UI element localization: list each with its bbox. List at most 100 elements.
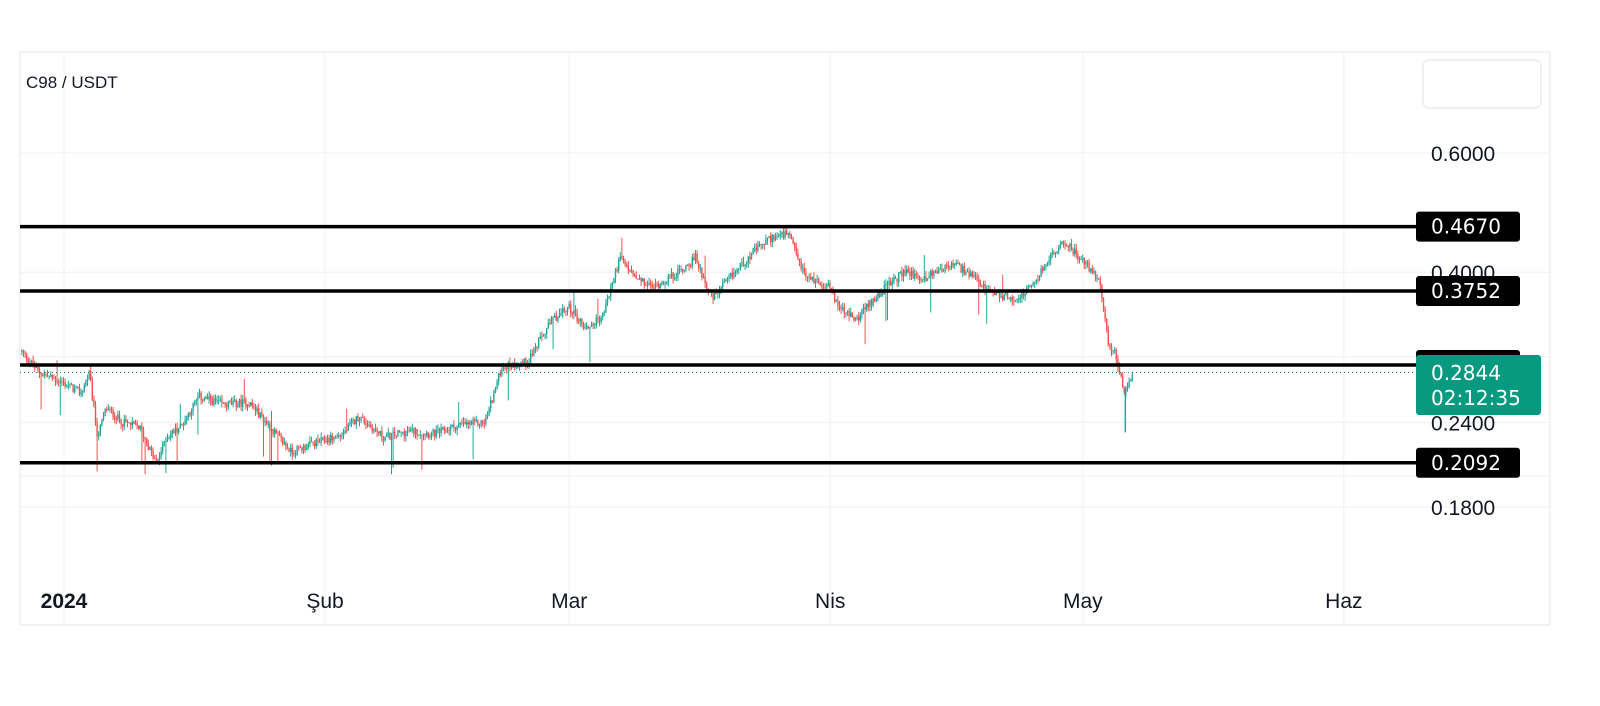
candle-body [192,403,194,412]
candle-body [206,397,209,400]
candle-body [787,233,789,235]
candle-body [611,282,613,288]
candle-body [1019,297,1021,300]
candle-body [602,313,604,317]
candle-body [1048,260,1050,263]
candle-body [1010,297,1012,299]
candle-body [150,447,153,451]
candle-body [619,256,621,260]
candle-body [381,430,383,438]
candle-body [531,354,533,355]
candle-body [142,430,145,439]
candle-body [112,410,114,418]
candle-body [1109,344,1111,347]
candle-body [330,434,332,443]
candle-body [464,421,466,425]
candle-body [293,453,295,455]
candle-body [352,419,354,421]
candle-body [794,243,796,247]
candle-body [154,457,156,460]
candle-body [621,256,623,258]
candle-body [851,312,853,318]
candle-body [1098,278,1100,280]
candle-body [933,270,935,276]
candle-body [133,421,135,424]
candle-body [85,381,87,386]
candle-body [66,386,68,388]
candle-body [1042,268,1044,271]
candle-body [717,293,719,295]
candle-body [920,279,922,281]
candle-body [422,433,425,436]
candle-body [141,425,143,431]
candle-body [98,435,100,437]
candle-body [877,292,879,300]
candle-body [147,444,149,450]
chart-settings-box[interactable] [1422,59,1542,109]
candle-body [797,253,799,259]
candle-body [974,274,977,278]
candle-body [1120,372,1122,377]
candle-body [542,335,545,337]
candle-body [638,278,641,280]
candle-body [45,374,47,375]
y-tick-label: 0.1800 [1431,497,1495,520]
candle-body [483,422,485,424]
candle-body [613,278,615,283]
candle-body [493,391,495,403]
chart-grid [20,52,1550,625]
candle-body [1110,346,1113,351]
candle-body [605,303,607,313]
candle-body [309,440,311,445]
candle-body [238,399,241,405]
candle-body [587,326,589,329]
candle-body [835,300,837,302]
candle-body [869,300,871,308]
candle-body [448,429,450,431]
candle-body [773,234,775,241]
candle-body [819,283,821,285]
candle-body [837,300,839,306]
candle-body [1011,297,1013,301]
candle-body [790,236,793,239]
candle-body [253,405,255,408]
candle-body [826,286,828,289]
candle-body [653,287,655,289]
candle-body [574,310,577,314]
candle-body [162,442,164,452]
candle-body [424,433,426,436]
candle-body [136,423,138,426]
candle-body [893,276,895,283]
candle-body [54,378,57,382]
candle-body [458,423,460,427]
candle-body [597,317,599,319]
candle-body [802,267,804,269]
candle-body [954,263,956,266]
y-tick-label: 0.2400 [1431,412,1495,435]
candle-body [1069,243,1071,248]
candle-body [1029,286,1031,288]
candle-body [765,239,767,246]
candle-body [101,420,103,426]
candle-body [896,278,898,282]
candle-body [563,308,565,312]
candle-body [538,338,540,348]
candle-body [640,278,642,282]
candle-body [522,362,524,364]
candle-body [326,437,329,443]
candle-body [939,268,941,270]
candle-body [685,265,687,271]
candle-body [539,336,541,339]
candle-body [816,279,818,281]
candle-body [854,318,857,320]
candle-body [152,450,154,458]
candle-body [874,298,876,301]
candle-body [995,292,997,295]
candle-body [40,373,42,376]
candle-body [1102,298,1105,310]
candle-body [670,272,673,277]
x-tick-label: May [1063,590,1103,613]
candle-body [675,277,677,278]
candle-body [557,316,559,321]
